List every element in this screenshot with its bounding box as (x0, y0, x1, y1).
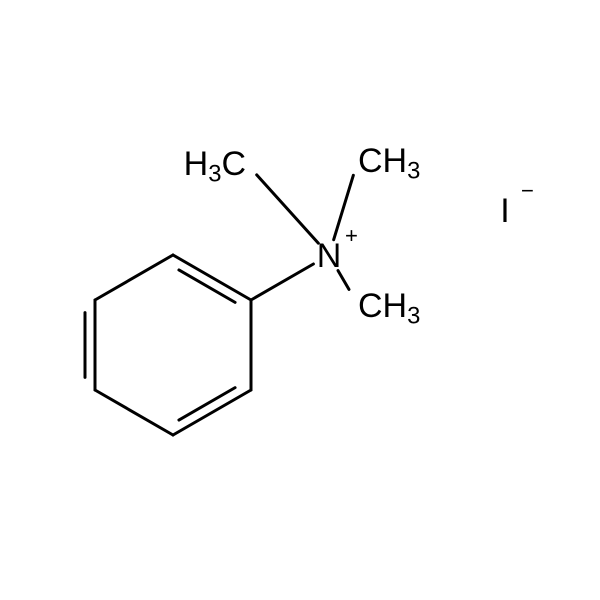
bond (173, 255, 251, 300)
bond (95, 390, 173, 435)
atom-n: N (317, 237, 342, 275)
atom-ch3a: H3C (184, 145, 246, 188)
atom-ch3b: CH3 (358, 142, 420, 185)
charge-n: + (345, 223, 358, 248)
bond (251, 264, 313, 300)
bond (173, 390, 251, 435)
charge-i: − (521, 178, 534, 203)
bond (95, 255, 173, 300)
atom-ch3c: CH3 (358, 287, 420, 330)
bond (257, 175, 319, 243)
atom-i: I (500, 192, 509, 230)
molecule-diagram: N+ H3C CH3 CH3 I− (0, 0, 600, 600)
